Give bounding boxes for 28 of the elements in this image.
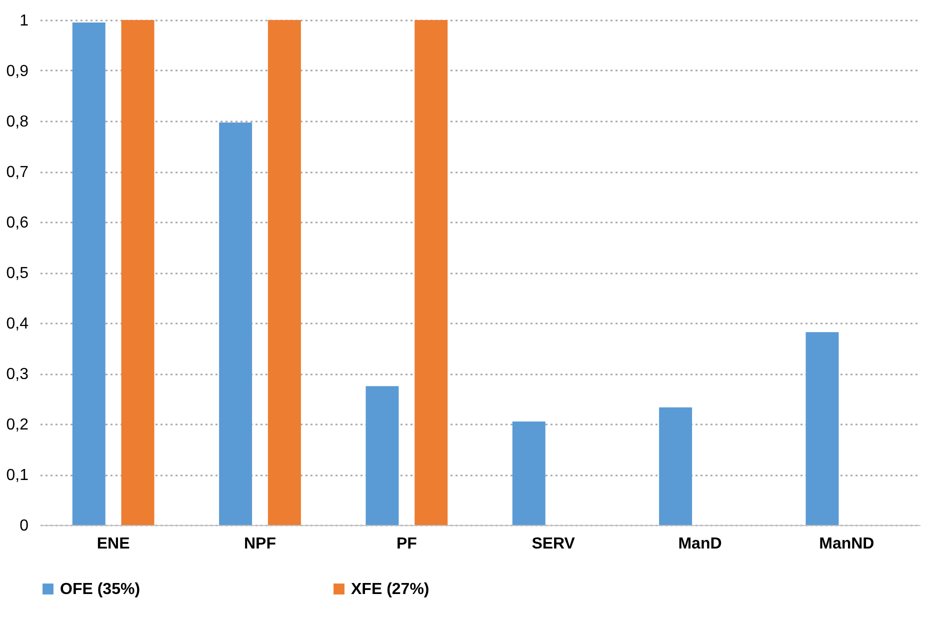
x-tick-label: SERV xyxy=(532,536,576,552)
x-tick-label: ManND xyxy=(819,536,874,552)
x-tick-label: NPF xyxy=(244,536,276,552)
y-tick-label: 1 xyxy=(20,12,29,30)
y-tick-label: 0,3 xyxy=(6,366,29,383)
y-tick-label: 0 xyxy=(20,518,29,534)
legend-label: XFE (27%) xyxy=(351,581,430,598)
y-tick-label: 0,7 xyxy=(6,164,29,181)
bar xyxy=(806,332,839,525)
x-tick-label: ENE xyxy=(96,536,130,552)
bar xyxy=(659,407,692,525)
bar xyxy=(219,122,252,525)
y-tick-label: 0,6 xyxy=(6,214,29,232)
y-tick-label: 0,5 xyxy=(6,265,29,282)
bar xyxy=(72,22,106,525)
bar xyxy=(268,20,301,525)
y-tick-label: 0,4 xyxy=(6,316,29,332)
x-tick-label: PF xyxy=(396,536,418,552)
y-tick-label: 0,1 xyxy=(6,467,29,484)
bar xyxy=(512,421,546,525)
bar xyxy=(366,386,399,525)
y-tick-label: 0,2 xyxy=(6,416,29,434)
x-tick-label: ManD xyxy=(678,536,722,552)
y-tick-label: 0,8 xyxy=(6,114,29,130)
bar xyxy=(121,20,154,525)
legend-label: OFE (35%) xyxy=(60,581,140,598)
y-tick-label: 0,9 xyxy=(6,63,29,80)
bar xyxy=(414,20,448,525)
